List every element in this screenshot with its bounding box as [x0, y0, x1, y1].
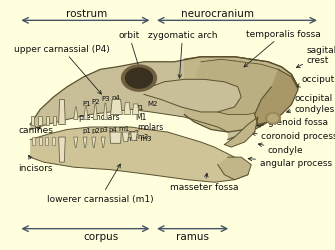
Polygon shape [110, 132, 121, 144]
Text: condyle: condyle [258, 144, 304, 154]
Text: incisors: incisors [18, 156, 53, 172]
Text: molars: molars [138, 122, 164, 132]
Text: corpus: corpus [83, 231, 118, 241]
Circle shape [268, 115, 278, 122]
Text: lowerer carnassial (m1): lowerer carnassial (m1) [47, 164, 154, 203]
Text: angular process: angular process [248, 158, 332, 167]
Polygon shape [38, 116, 42, 125]
Text: temporalis fossa: temporalis fossa [244, 30, 321, 68]
Polygon shape [255, 70, 298, 125]
Polygon shape [83, 138, 87, 148]
Polygon shape [191, 60, 291, 115]
Polygon shape [218, 158, 251, 180]
Polygon shape [59, 100, 65, 125]
Text: occipital
condyles: occipital condyles [287, 94, 335, 114]
Text: m2: m2 [128, 130, 140, 136]
Polygon shape [74, 138, 78, 148]
Text: P2: P2 [91, 98, 100, 104]
Circle shape [126, 69, 152, 89]
Text: p4: p4 [111, 94, 120, 100]
Text: p3: p3 [99, 126, 108, 132]
Polygon shape [32, 138, 35, 145]
Text: M2: M2 [147, 101, 157, 107]
Polygon shape [59, 138, 65, 162]
Polygon shape [224, 118, 258, 148]
Polygon shape [39, 138, 42, 145]
Polygon shape [131, 132, 137, 141]
Text: upper carnassial (P4): upper carnassial (P4) [14, 45, 110, 95]
Polygon shape [132, 104, 139, 115]
Text: canines: canines [18, 126, 53, 134]
Circle shape [266, 113, 280, 124]
Polygon shape [92, 138, 96, 148]
Text: masseter fossa: masseter fossa [170, 174, 239, 192]
Polygon shape [101, 138, 105, 148]
Polygon shape [74, 108, 78, 120]
Polygon shape [144, 80, 241, 112]
Text: occiput: occiput [296, 74, 335, 88]
Text: m2 m3: m2 m3 [127, 135, 151, 141]
Polygon shape [124, 103, 131, 115]
Polygon shape [93, 105, 97, 120]
Polygon shape [52, 138, 55, 145]
Polygon shape [30, 128, 248, 182]
Polygon shape [53, 116, 56, 125]
Text: zygomatic arch: zygomatic arch [148, 31, 217, 79]
Polygon shape [84, 106, 88, 120]
Text: P3: P3 [101, 96, 110, 102]
Text: p2: p2 [91, 127, 100, 133]
Polygon shape [184, 58, 298, 132]
Polygon shape [46, 116, 49, 125]
Text: p4: p4 [109, 126, 118, 132]
Text: rostrum: rostrum [66, 9, 108, 19]
Polygon shape [103, 104, 108, 120]
Text: pre-molars: pre-molars [78, 113, 120, 122]
Text: M1: M1 [134, 104, 144, 110]
Text: glenoid fossa: glenoid fossa [257, 118, 328, 128]
Text: P1: P1 [83, 101, 91, 107]
Text: m1: m1 [118, 125, 130, 131]
Polygon shape [31, 116, 34, 125]
Text: coronoid process: coronoid process [252, 132, 335, 141]
Polygon shape [45, 138, 48, 145]
Text: ramus: ramus [176, 231, 209, 241]
Text: m3: m3 [138, 133, 149, 139]
Text: p1: p1 [83, 127, 91, 133]
Polygon shape [30, 58, 298, 140]
Text: neurocranium: neurocranium [181, 9, 254, 19]
Text: sagital
crest: sagital crest [296, 45, 335, 68]
Text: M1: M1 [135, 113, 146, 122]
Circle shape [122, 66, 156, 92]
Polygon shape [122, 132, 129, 142]
Polygon shape [111, 100, 122, 115]
Text: orbit: orbit [118, 31, 140, 70]
